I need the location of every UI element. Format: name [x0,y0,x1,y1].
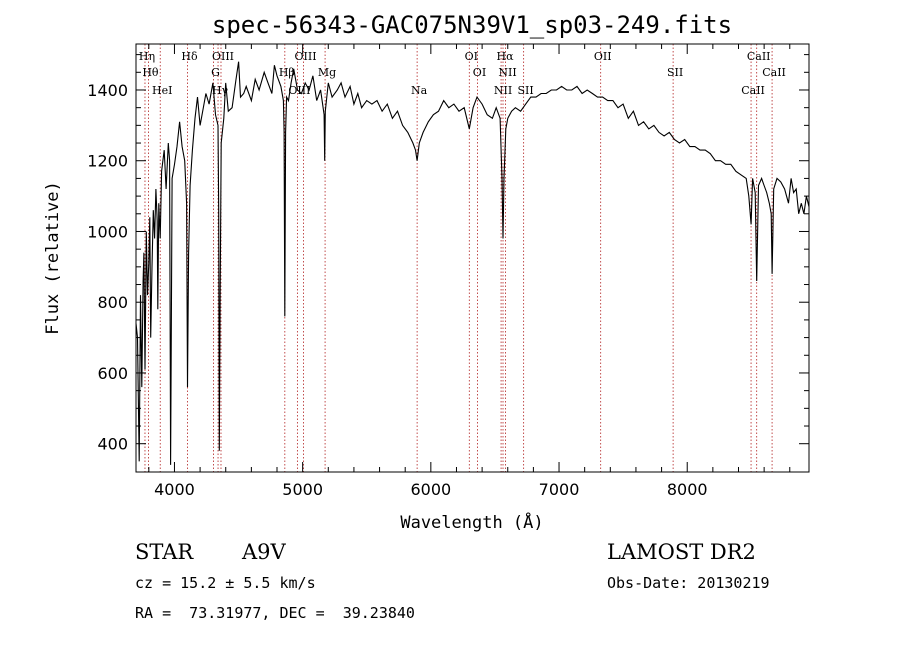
marker-label: Hα [496,50,514,63]
marker-label: CaII [741,84,765,97]
chart-title: spec-56343-GAC075N39V1_sp03-249.fits [212,11,732,39]
y-tick-label: 400 [97,435,128,454]
y-tick-label: 1400 [87,81,128,100]
marker-label: NII [494,84,512,97]
redshift-value: cz = 15.2 ± 5.5 km/s [135,574,316,592]
marker-label: OIII [212,50,234,63]
marker-label: SII [667,66,683,79]
marker-label: G [211,66,220,79]
marker-label: SII [518,84,534,97]
y-axis-label: Flux (relative) [43,181,63,335]
y-axis-ticks: 400 600 800 1000 1200 1400 [87,54,809,454]
marker-label: OIII [288,84,310,97]
marker-label: OIII [295,50,317,63]
coordinates: RA = 73.31977, DEC = 39.23840 [135,604,415,622]
object-class: STAR [135,540,194,564]
marker-label: Na [411,84,428,97]
spectral-line-labels: HηHθHeIHδGHγOIIIHβOIIIOIIIMgNaOIOINIIHαN… [139,50,786,97]
spectrum-line [135,61,810,465]
plot-frame [135,43,810,473]
marker-label: OII [594,50,612,63]
y-tick-label: 800 [97,293,128,312]
object-subclass: A9V [242,540,286,564]
spectral-line-markers [144,44,773,472]
marker-label: Hη [139,50,155,63]
x-tick-label: 6000 [410,480,451,499]
y-tick-label: 1200 [87,152,128,171]
y-tick-label: 1000 [87,222,128,241]
marker-label: Hθ [142,66,159,79]
x-axis-label: Wavelength (Å) [400,511,543,533]
marker-label: Hβ [279,66,295,79]
marker-label: NII [498,66,516,79]
marker-label: CaII [762,66,786,79]
y-tick-label: 600 [97,364,128,383]
marker-label: OI [465,50,478,63]
marker-label: CaII [747,50,771,63]
marker-label: Mg [318,66,336,79]
x-tick-label: 5000 [282,480,323,499]
marker-label: HeI [152,84,172,97]
x-axis-ticks: 4000 5000 6000 7000 8000 [148,44,791,499]
x-tick-label: 7000 [539,480,580,499]
marker-label: Hδ [181,50,198,63]
x-tick-label: 4000 [154,480,195,499]
survey-name: LAMOST DR2 [607,540,756,564]
x-tick-label: 8000 [667,480,708,499]
marker-label: OI [473,66,486,79]
marker-label: Hγ [212,84,229,97]
observation-date: Obs-Date: 20130219 [607,574,770,592]
